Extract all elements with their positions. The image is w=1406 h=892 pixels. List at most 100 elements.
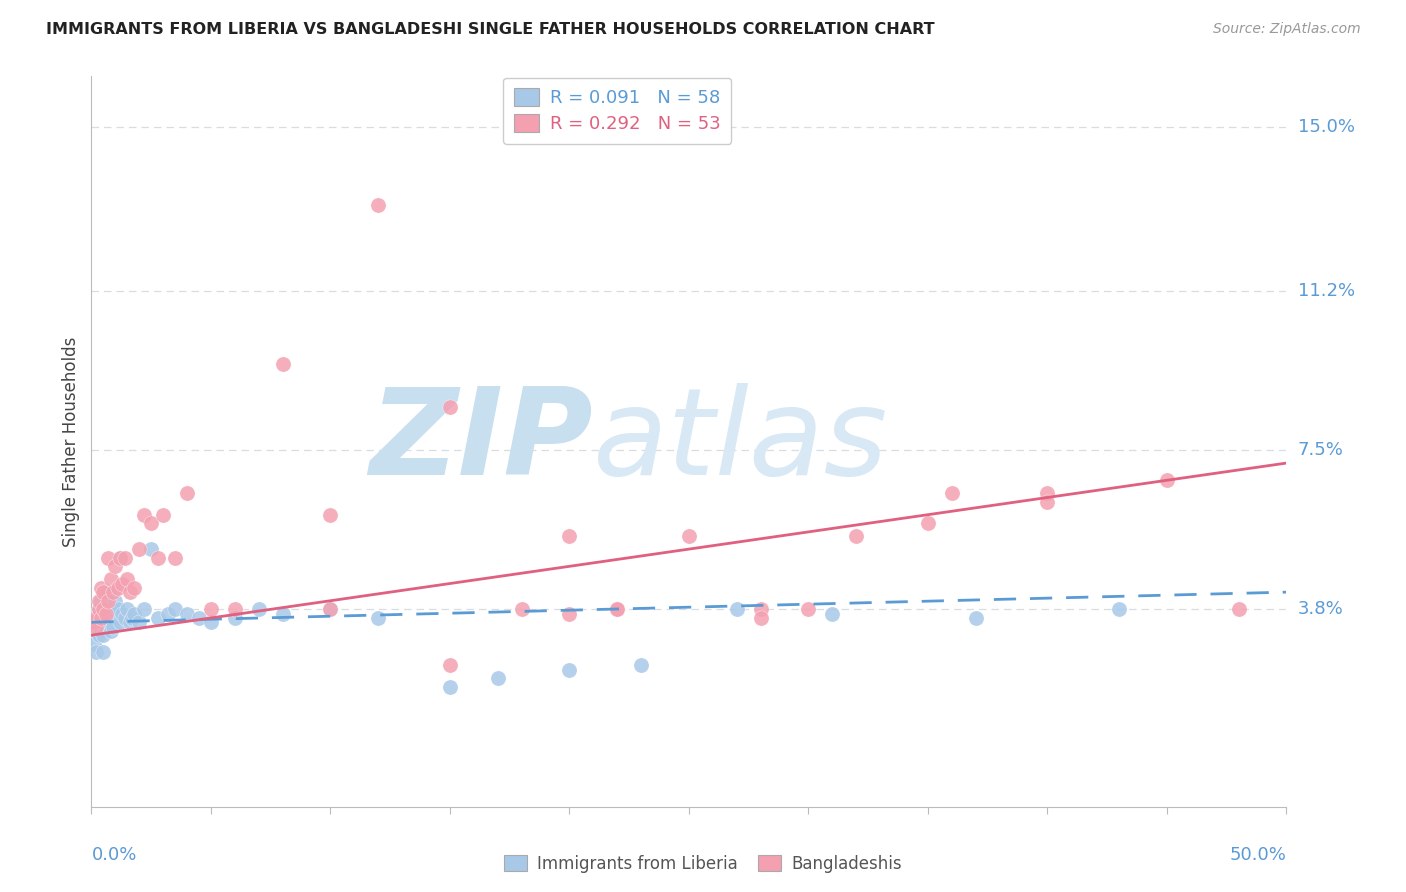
Point bbox=[439, 658, 461, 673]
Y-axis label: Single Father Households: Single Father Households bbox=[62, 336, 80, 547]
Point bbox=[224, 611, 246, 625]
Point bbox=[319, 602, 342, 616]
Point bbox=[100, 624, 122, 638]
Point bbox=[606, 602, 628, 616]
Point bbox=[83, 637, 105, 651]
Point bbox=[132, 602, 155, 616]
Point bbox=[104, 607, 127, 621]
Point bbox=[93, 645, 114, 659]
Point bbox=[97, 550, 120, 565]
Point bbox=[486, 671, 509, 685]
Point bbox=[101, 619, 124, 633]
Text: 3.8%: 3.8% bbox=[1298, 600, 1343, 618]
Point bbox=[107, 581, 129, 595]
Point bbox=[97, 585, 120, 599]
Point bbox=[148, 550, 170, 565]
Point bbox=[176, 607, 198, 621]
Point bbox=[93, 615, 114, 630]
Point bbox=[271, 607, 294, 621]
Point bbox=[94, 619, 117, 633]
Text: 50.0%: 50.0% bbox=[1230, 847, 1286, 864]
Text: 7.5%: 7.5% bbox=[1298, 442, 1344, 459]
Point bbox=[87, 607, 110, 621]
Point bbox=[128, 542, 150, 557]
Text: atlas: atlas bbox=[593, 383, 889, 500]
Point bbox=[606, 602, 628, 616]
Point bbox=[97, 607, 120, 621]
Point bbox=[107, 602, 129, 616]
Text: 15.0%: 15.0% bbox=[1298, 119, 1354, 136]
Point bbox=[97, 593, 120, 607]
Point bbox=[163, 602, 186, 616]
Point bbox=[83, 611, 105, 625]
Point bbox=[90, 611, 112, 625]
Point bbox=[118, 615, 141, 630]
Point bbox=[749, 602, 772, 616]
Point bbox=[271, 357, 294, 371]
Point bbox=[108, 550, 131, 565]
Point bbox=[101, 585, 124, 599]
Text: Source: ZipAtlas.com: Source: ZipAtlas.com bbox=[1213, 22, 1361, 37]
Point bbox=[141, 516, 162, 531]
Point bbox=[176, 486, 198, 500]
Point bbox=[93, 628, 114, 642]
Text: ZIP: ZIP bbox=[370, 383, 593, 500]
Point bbox=[115, 572, 138, 586]
Point bbox=[725, 602, 748, 616]
Point bbox=[821, 607, 844, 621]
Point bbox=[84, 615, 107, 630]
Legend: Immigrants from Liberia, Bangladeshis: Immigrants from Liberia, Bangladeshis bbox=[498, 848, 908, 880]
Point bbox=[104, 559, 127, 574]
Point bbox=[111, 607, 134, 621]
Point bbox=[108, 615, 131, 630]
Point bbox=[1108, 602, 1130, 616]
Point bbox=[367, 198, 389, 212]
Point bbox=[93, 585, 114, 599]
Point bbox=[84, 619, 107, 633]
Point bbox=[87, 619, 110, 633]
Point bbox=[152, 508, 174, 522]
Point bbox=[93, 602, 114, 616]
Point bbox=[90, 624, 112, 638]
Point bbox=[558, 663, 581, 677]
Point bbox=[87, 602, 110, 616]
Point bbox=[84, 645, 107, 659]
Point bbox=[163, 550, 186, 565]
Point bbox=[1036, 495, 1059, 509]
Point bbox=[118, 585, 141, 599]
Point bbox=[558, 607, 581, 621]
Point bbox=[101, 611, 124, 625]
Point bbox=[797, 602, 820, 616]
Legend: R = 0.091   N = 58, R = 0.292   N = 53: R = 0.091 N = 58, R = 0.292 N = 53 bbox=[503, 78, 731, 144]
Point bbox=[114, 550, 136, 565]
Point bbox=[941, 486, 963, 500]
Point bbox=[87, 628, 110, 642]
Point bbox=[319, 508, 342, 522]
Point bbox=[148, 611, 170, 625]
Point bbox=[141, 542, 162, 557]
Point bbox=[439, 680, 461, 694]
Point bbox=[94, 611, 117, 625]
Point bbox=[247, 602, 270, 616]
Point bbox=[84, 611, 107, 625]
Point bbox=[367, 611, 389, 625]
Point bbox=[510, 602, 533, 616]
Point bbox=[111, 576, 134, 591]
Point bbox=[439, 400, 461, 414]
Point bbox=[104, 593, 127, 607]
Point bbox=[1227, 602, 1250, 616]
Point bbox=[114, 611, 136, 625]
Point bbox=[845, 529, 868, 543]
Point bbox=[749, 611, 772, 625]
Point bbox=[1156, 473, 1178, 487]
Point bbox=[87, 593, 110, 607]
Point bbox=[965, 611, 987, 625]
Point bbox=[124, 607, 146, 621]
Point bbox=[121, 611, 143, 625]
Point bbox=[200, 602, 222, 616]
Point bbox=[83, 615, 105, 630]
Point bbox=[132, 508, 155, 522]
Point bbox=[100, 602, 122, 616]
Point bbox=[124, 581, 146, 595]
Point bbox=[224, 602, 246, 616]
